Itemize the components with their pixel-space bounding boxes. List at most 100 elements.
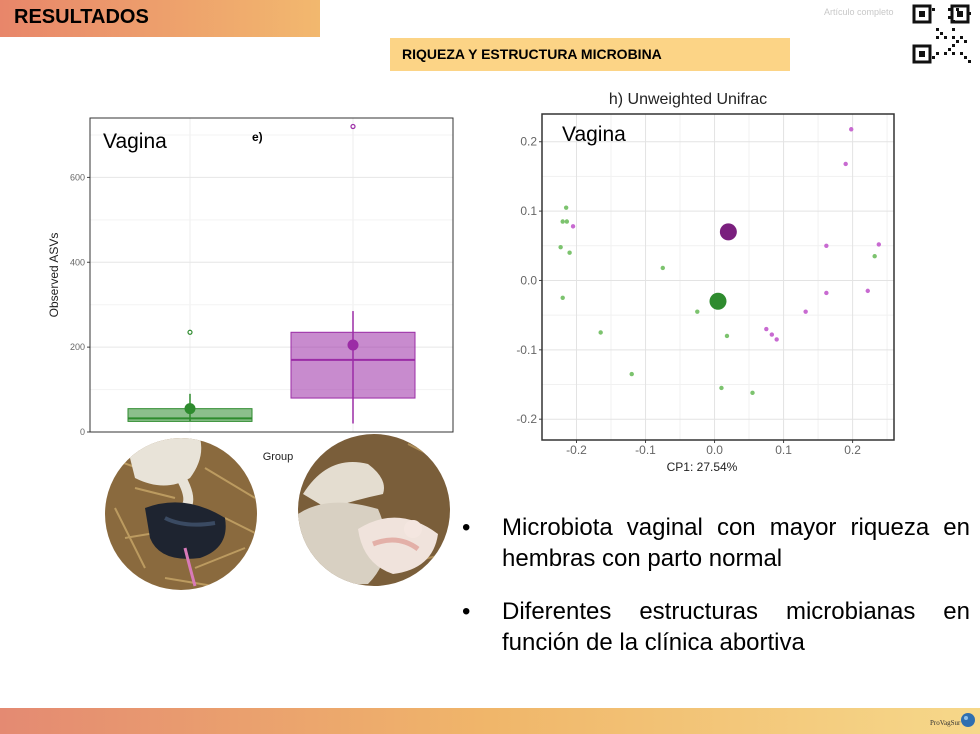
scatter-point [865, 288, 870, 294]
qr-module [948, 8, 951, 11]
bullet-marker: • [462, 598, 471, 625]
scatter-point [598, 330, 603, 335]
y-tick-label: 600 [70, 172, 85, 182]
scatter-point [560, 219, 565, 224]
y-tick-label: 0.1 [520, 204, 537, 218]
full-article-link[interactable]: Artículo completo [824, 7, 894, 17]
qr-module [952, 20, 955, 23]
bullet-item: • Microbiota vaginal con mayor riqueza e… [462, 512, 970, 574]
qr-module [956, 8, 959, 11]
boxplot-chart: 0 200 400 600 Vagina e) Observed ASVs Group [47, 117, 454, 463]
qr-finder-core [919, 51, 925, 57]
x-tick-label: 0.1 [775, 443, 792, 457]
scatter-point [719, 385, 724, 391]
scatter-point [629, 371, 634, 377]
qr-module [964, 56, 967, 59]
scatter-point [567, 250, 572, 255]
qr-module [952, 28, 955, 31]
centroid-point [719, 223, 737, 241]
photo-ewe-with-lambs [298, 434, 450, 586]
x-axis-label: Group [263, 451, 294, 463]
scatter-point [824, 290, 829, 296]
page-title: RESULTADOS [14, 6, 149, 28]
scatter-point [764, 326, 769, 332]
scatter-point [560, 295, 565, 301]
scatter-point [849, 127, 854, 132]
bullet-list: • Microbiota vaginal con mayor riqueza e… [462, 512, 970, 680]
x-tick-label: -0.1 [635, 443, 656, 457]
x-tick-label: 0.2 [844, 443, 861, 457]
scatter-point [750, 390, 755, 396]
scatter-point [564, 219, 570, 224]
qr-module [948, 48, 951, 51]
section-title: RIQUEZA Y ESTRUCTURA MICROBINA [402, 46, 662, 62]
scatter-point [558, 244, 563, 250]
outlier-point [187, 329, 193, 335]
scatter-point [660, 265, 665, 271]
qr-code-icon[interactable] [912, 4, 972, 66]
qr-finder-core [919, 11, 925, 17]
scatter-point [876, 242, 882, 247]
bullet-text: Diferentes estructuras microbianas en fu… [502, 598, 970, 656]
bullet-marker: • [462, 514, 471, 541]
qr-finder [912, 44, 932, 64]
x-tick-label: 0.0 [706, 443, 723, 457]
scatter-point [774, 337, 779, 342]
y-tick-label: 200 [70, 342, 85, 352]
outlier-point [350, 123, 356, 130]
scatter-point [824, 243, 829, 248]
scatter-point [724, 333, 730, 339]
qr-module [956, 40, 959, 43]
qr-module [936, 52, 939, 55]
bullet-text: Microbiota vaginal con mayor riqueza en … [502, 514, 970, 572]
y-tick-label: -0.1 [516, 343, 537, 357]
y-tick-label: 400 [70, 257, 85, 267]
photo-ewe-lambing [105, 438, 257, 590]
qr-module [948, 16, 951, 19]
qr-finder [912, 4, 932, 24]
y-axis-label: Observed ASVs [47, 233, 61, 318]
panel-tag: e) [252, 130, 263, 144]
qr-module [944, 36, 947, 39]
x-tick-label: -0.2 [566, 443, 587, 457]
pcoa-chart: h) Unweighted Unifrac -0.2 -0.1 0.0 0.1 0.2 0.… [516, 91, 895, 474]
qr-module [968, 12, 971, 15]
plot-border [89, 117, 454, 433]
qr-module [968, 60, 971, 63]
y-tick-label: -0.2 [516, 412, 537, 426]
y-tick-label: 0 [80, 427, 85, 437]
footer-band [0, 708, 980, 734]
x-axis-label: CP1: 27.54% [667, 460, 738, 474]
mean-point [347, 339, 359, 351]
plot-area [542, 114, 894, 440]
qr-module [932, 56, 935, 59]
scatter-point [843, 161, 848, 167]
mean-point [184, 403, 196, 415]
y-tick-label: 0.0 [520, 273, 537, 287]
section-title-band [390, 38, 790, 71]
scatter-point [563, 205, 569, 210]
scatter-point [769, 332, 775, 337]
panel-label: Vagina [562, 123, 626, 146]
bullet-item: • Diferentes estructuras microbianas en … [462, 596, 970, 658]
qr-module [952, 52, 955, 55]
plot-border [541, 113, 895, 441]
qr-module [952, 36, 955, 39]
panel-label: Vagina [103, 130, 167, 153]
qr-module [944, 52, 947, 55]
qr-module [964, 40, 967, 43]
chart-title: h) Unweighted Unifrac [609, 91, 767, 108]
scatter-point [803, 309, 808, 314]
qr-module [936, 36, 939, 39]
scatter-point [570, 224, 576, 229]
logo-icon: ProVagSur [930, 713, 975, 727]
qr-module [960, 36, 963, 39]
qr-module [932, 8, 935, 11]
qr-module [960, 52, 963, 55]
logo-text: ProVagSur [930, 719, 961, 727]
header-band [0, 0, 320, 37]
qr-module [940, 32, 943, 35]
qr-module [952, 44, 955, 47]
scatter-point [695, 309, 700, 314]
y-tick-label: 0.2 [520, 135, 537, 149]
